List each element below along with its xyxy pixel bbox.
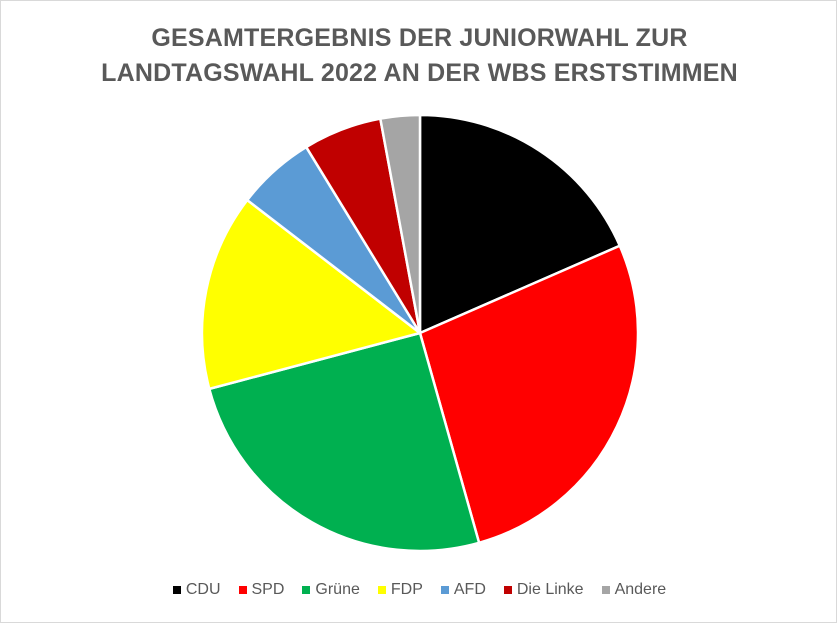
- legend-label: CDU: [185, 581, 221, 598]
- legend-swatch: [601, 586, 610, 594]
- legend-item: SPD: [238, 581, 285, 599]
- legend-swatch: [440, 586, 449, 594]
- legend-item: CDU: [172, 581, 221, 599]
- legend-swatch: [302, 586, 311, 594]
- chart-title-line-2: LANDTAGSWAHL 2022 AN DER WBS ERSTSTIMMEN: [101, 59, 738, 87]
- legend-item: AFD: [440, 581, 486, 599]
- chart-legend: CDU SPD Grüne FDP AFD Die Linke Andere: [1, 581, 837, 599]
- legend-label: SPD: [251, 581, 285, 598]
- legend-label: AFD: [453, 581, 486, 598]
- pie-slice-andere: [379, 113, 422, 335]
- legend-label: Die Linke: [516, 581, 584, 598]
- pie-slice-spd: [418, 244, 640, 545]
- pie-slice-fdp: [200, 198, 422, 391]
- legend-label: Grüne: [315, 581, 360, 598]
- legend-swatch: [172, 586, 181, 594]
- legend-label: Andere: [614, 581, 667, 598]
- legend-swatch: [238, 586, 247, 594]
- pie-slice-gruene: [208, 331, 481, 553]
- legend-item: Die Linke: [503, 581, 584, 599]
- chart-title-line-1: GESAMTERGEBNIS DER JUNIORWAHL ZUR: [151, 24, 688, 52]
- legend-item: Andere: [601, 581, 667, 599]
- legend-item: FDP: [377, 581, 423, 599]
- legend-item: Grüne: [302, 581, 360, 599]
- pie-slice-cdu: [418, 113, 622, 335]
- chart-title: GESAMTERGEBNIS DER JUNIORWAHL ZUR LANDTA…: [1, 21, 837, 91]
- legend-label: FDP: [390, 581, 423, 598]
- legend-swatch: [503, 586, 512, 594]
- legend-swatch: [377, 586, 386, 594]
